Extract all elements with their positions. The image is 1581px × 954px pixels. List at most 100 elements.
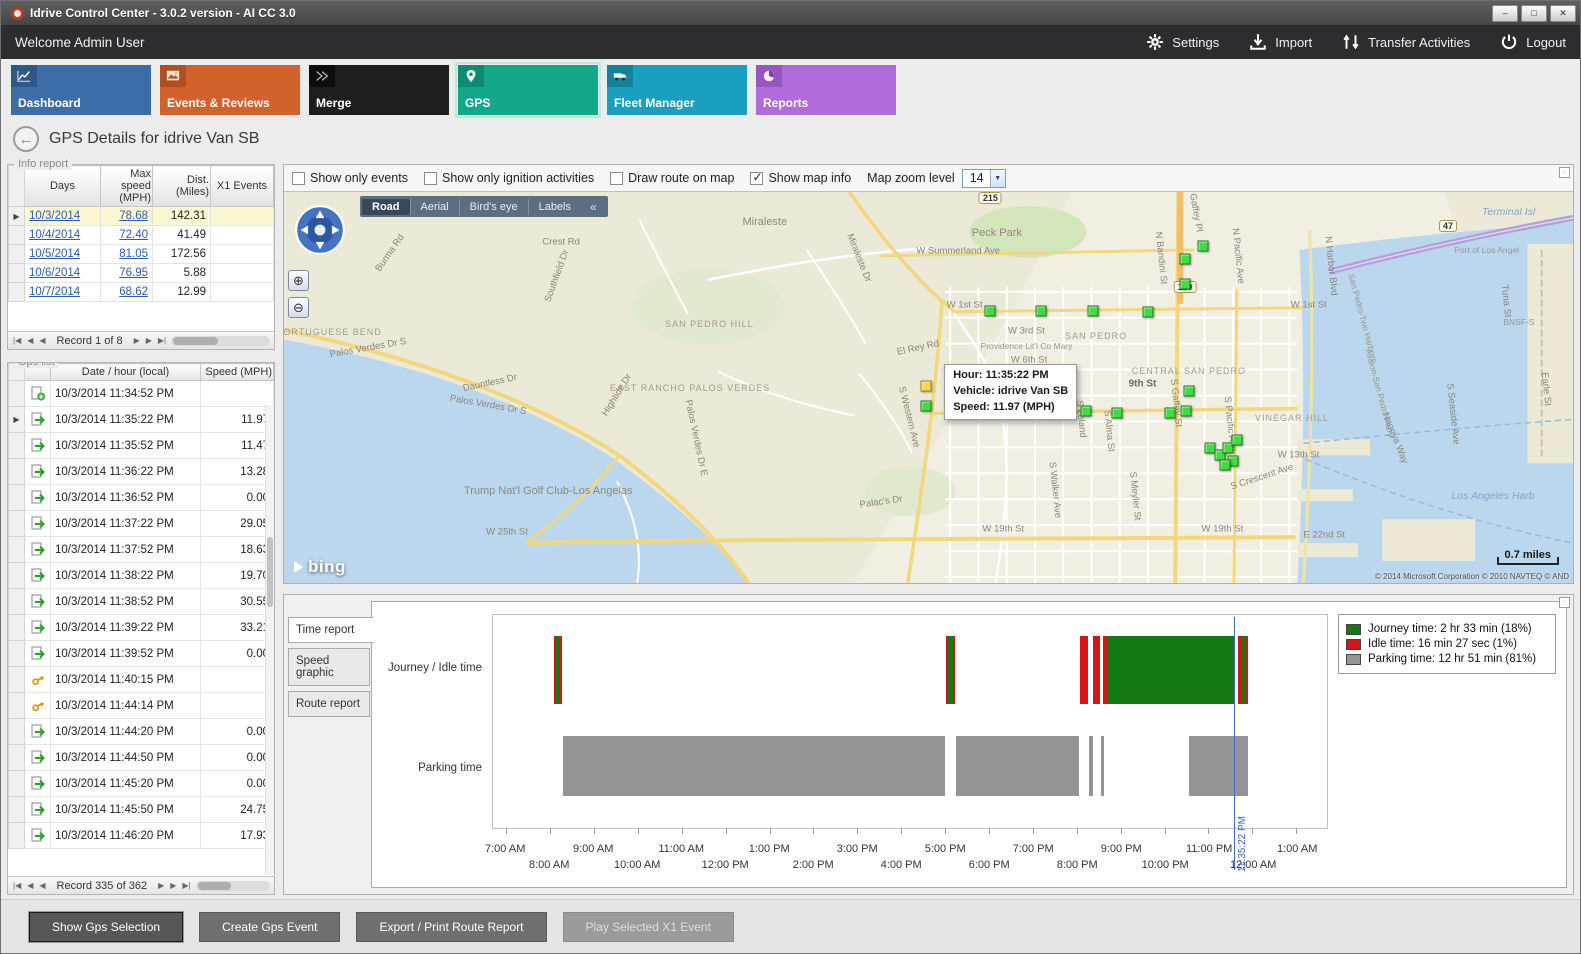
days-link[interactable]: 10/5/2014 (29, 248, 81, 260)
map-view-aerial[interactable]: Aerial (409, 198, 459, 215)
map-view-bird-s-eye[interactable]: Bird's eye (458, 198, 528, 215)
window-minimize-button[interactable]: – (1492, 4, 1518, 22)
tab-time-report[interactable]: Time report (288, 617, 374, 643)
table-row[interactable]: 10/3/2014 11:38:52 PM 30.55 (8, 588, 274, 615)
table-row[interactable]: 10/3/2014 11:36:22 PM 13.28 (8, 458, 274, 485)
info-pager-scrollbar[interactable] (171, 335, 270, 346)
table-row[interactable]: 10/6/2014 76.95 5.88 (8, 263, 274, 283)
gps-marker[interactable] (1219, 459, 1231, 471)
table-row[interactable]: 10/3/2014 11:44:14 PM (8, 692, 274, 719)
gps-pager-scrollbar[interactable] (195, 880, 270, 891)
gps-pager-nav-left-0[interactable]: |◀ (13, 881, 22, 890)
window-close-button[interactable]: ✕ (1550, 4, 1576, 22)
map-view-collapse-button[interactable]: « (590, 199, 597, 214)
action-logout[interactable]: Logout (1500, 33, 1566, 51)
max-speed-link[interactable]: 78.68 (119, 210, 148, 222)
gps-pager-nav-left-1[interactable]: ◀ (27, 881, 34, 890)
table-row[interactable]: 10/3/2014 11:38:22 PM 19.70 (8, 562, 274, 589)
gps-marker[interactable] (1142, 306, 1154, 318)
gps-marker[interactable] (1111, 407, 1123, 419)
info-pager-nav-left-0[interactable]: |◀ (13, 336, 22, 345)
zoom-in-button[interactable]: ⊕ (288, 270, 309, 291)
scrollbar-thumb[interactable] (267, 536, 273, 607)
gps-marker[interactable] (1080, 405, 1092, 417)
action-import[interactable]: Import (1249, 33, 1312, 51)
gps-marker[interactable] (1222, 442, 1234, 454)
map-canvas[interactable]: Miraleste Peck Park W Summerland Ave Crest … (284, 191, 1573, 583)
max-speed-link[interactable]: 68.62 (119, 286, 148, 298)
table-row[interactable]: 10/3/2014 11:40:15 PM (8, 666, 274, 693)
map-view-road[interactable]: Road (362, 198, 410, 215)
table-row[interactable]: 10/5/2014 81.05 172.56 (8, 244, 274, 264)
action-settings[interactable]: Settings (1146, 33, 1219, 51)
map-pan-control[interactable] (294, 204, 346, 256)
checkbox-show-only-ignition-activities[interactable]: Show only ignition activities (423, 171, 594, 185)
window-maximize-button[interactable]: □ (1521, 4, 1547, 22)
gps-marker[interactable] (1035, 305, 1047, 317)
tab-route-report[interactable]: Route report (288, 691, 370, 717)
gps-marker[interactable] (920, 400, 932, 412)
table-row[interactable]: 10/3/2014 11:45:50 PM 24.75 (8, 796, 274, 823)
table-row[interactable]: 10/3/2014 11:36:52 PM 0.00 (8, 484, 274, 511)
max-speed-link[interactable]: 81.05 (119, 248, 148, 260)
table-row[interactable]: 10/3/2014 11:45:20 PM 0.00 (8, 770, 274, 797)
tab-fleet-manager[interactable]: Fleet Manager (607, 65, 747, 115)
info-pager-nav-right-1[interactable]: ▶ (145, 336, 152, 345)
gps-marker[interactable] (984, 305, 996, 317)
tab-events-reviews[interactable]: Events & Reviews (160, 65, 300, 115)
gps-marker[interactable] (1183, 385, 1195, 397)
tab-merge[interactable]: Merge (309, 65, 449, 115)
table-row[interactable]: 10/4/2014 72.40 41.49 (8, 225, 274, 245)
table-row[interactable]: 10/3/2014 11:35:52 PM 11.47 (8, 432, 274, 459)
chart-panel-collapse-button[interactable] (1559, 597, 1570, 608)
gps-marker[interactable] (1231, 434, 1243, 446)
gps-marker[interactable] (1179, 253, 1191, 265)
gps-marker[interactable] (1204, 442, 1215, 454)
export-print-route-report-button[interactable]: Export / Print Route Report (356, 911, 547, 942)
map-view-labels[interactable]: Labels (527, 198, 581, 215)
table-row[interactable]: 10/3/2014 11:44:20 PM 0.00 (8, 718, 274, 745)
days-link[interactable]: 10/6/2014 (29, 267, 81, 279)
max-speed-link[interactable]: 76.95 (119, 267, 148, 279)
table-row[interactable]: 10/3/2014 11:37:22 PM 29.05 (8, 510, 274, 537)
table-row[interactable]: 10/7/2014 68.62 12.99 (8, 282, 274, 302)
table-row[interactable]: ▶ 10/3/2014 78.68 142.31 (8, 206, 274, 226)
gps-pager-nav-right-0[interactable]: ▶ (158, 881, 165, 890)
back-button[interactable]: ← (13, 126, 39, 152)
checkbox-show-only-events[interactable]: Show only events (292, 171, 408, 185)
tab-gps[interactable]: GPS (455, 62, 601, 118)
gps-marker[interactable] (1197, 240, 1209, 252)
create-gps-event-button[interactable]: Create Gps Event (199, 911, 341, 942)
info-pager-nav-left-2[interactable]: ◀ (39, 336, 46, 345)
gps-marker[interactable] (1087, 305, 1099, 317)
gps-pager-nav-left-2[interactable]: ◀ (39, 881, 46, 890)
days-link[interactable]: 10/7/2014 (29, 286, 81, 298)
map-panel-collapse-button[interactable] (1559, 167, 1570, 178)
tab-reports[interactable]: Reports (756, 65, 896, 115)
tab-speed-graphic[interactable]: Speed graphic (288, 648, 370, 686)
table-row[interactable]: 10/3/2014 11:39:52 PM 0.00 (8, 640, 274, 667)
days-link[interactable]: 10/4/2014 (29, 229, 81, 241)
checkbox-draw-route-on-map[interactable]: Draw route on map (610, 171, 734, 185)
gps-pager-nav-right-1[interactable]: ▶ (170, 881, 177, 890)
table-row[interactable]: 10/3/2014 11:44:50 PM 0.00 (8, 744, 274, 771)
checkbox-show-map-info[interactable]: Show map info (750, 170, 851, 185)
info-pager-nav-right-0[interactable]: ▶ (133, 336, 140, 345)
max-speed-link[interactable]: 72.40 (119, 229, 148, 241)
info-pager-nav-right-2[interactable]: ▶| (157, 336, 167, 345)
tab-dashboard[interactable]: Dashboard (11, 65, 151, 115)
table-row[interactable]: ▶ 10/3/2014 11:35:22 PM 11.97 (8, 406, 274, 433)
info-pager-nav-left-1[interactable]: ◀ (27, 336, 34, 345)
gps-marker[interactable] (1180, 405, 1192, 417)
action-transfer-activities[interactable]: Transfer Activities (1342, 33, 1470, 51)
gps-marker[interactable] (1179, 278, 1191, 290)
gps-marker[interactable] (920, 380, 932, 392)
days-link[interactable]: 10/3/2014 (29, 210, 81, 222)
show-gps-selection-button[interactable]: Show Gps Selection (29, 911, 184, 942)
gps-marker[interactable] (1164, 407, 1176, 419)
zoom-out-button[interactable]: ⊖ (288, 297, 309, 318)
table-row[interactable]: 10/3/2014 11:46:20 PM 17.93 (8, 822, 274, 849)
table-row[interactable]: 10/3/2014 11:39:22 PM 33.21 (8, 614, 274, 641)
gps-pager-nav-right-2[interactable]: ▶| (182, 881, 191, 890)
table-row[interactable]: 10/3/2014 11:37:52 PM 18.63 (8, 536, 274, 563)
